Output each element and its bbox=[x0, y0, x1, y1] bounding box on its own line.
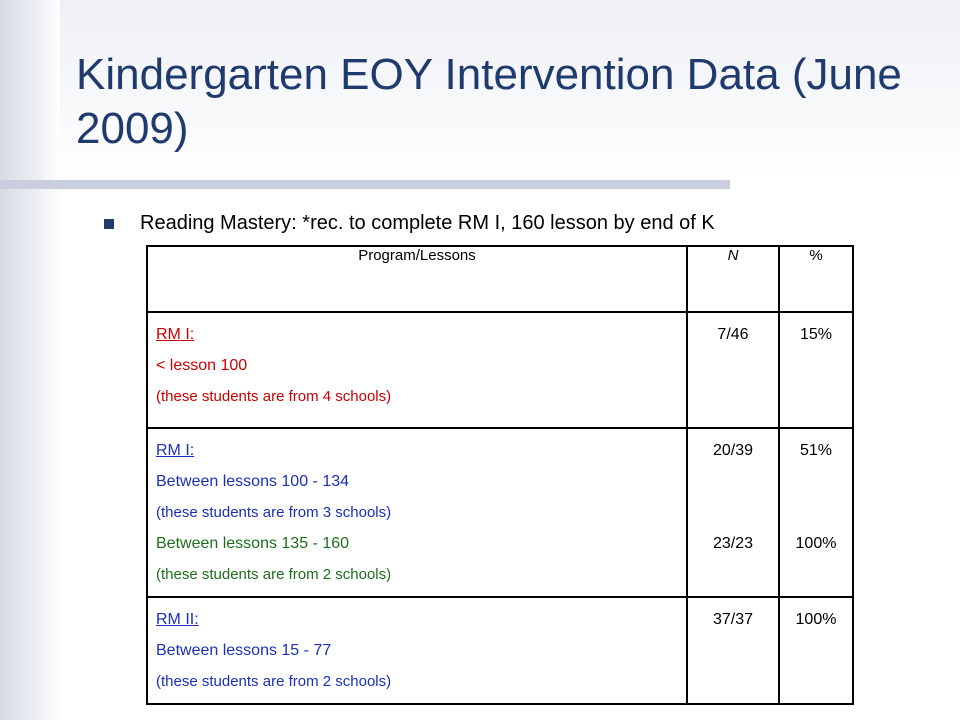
bullet-text: Reading Mastery: *rec. to complete RM I,… bbox=[140, 212, 715, 234]
program-name: RM I: bbox=[156, 442, 195, 459]
intervention-table: Program/Lessons N % RM I: < lesson 100 (… bbox=[146, 245, 854, 705]
n-value: 23/23 bbox=[712, 535, 754, 552]
school-note: (these students are from 3 schools) bbox=[156, 504, 392, 521]
program-cell: RM I: Between lessons 100 - 134 (these s… bbox=[146, 427, 688, 598]
title-background bbox=[0, 0, 960, 180]
n-value: 20/39 bbox=[712, 442, 754, 459]
percent-value: 15% bbox=[799, 326, 833, 343]
school-note: (these students are from 4 schools) bbox=[156, 388, 392, 405]
header-program: Program/Lessons bbox=[146, 245, 688, 313]
table-header-row: Program/Lessons N % bbox=[146, 245, 854, 313]
program-name: RM I: bbox=[156, 326, 195, 343]
percent-value: 100% bbox=[795, 611, 837, 628]
title-divider bbox=[0, 180, 730, 189]
percent-cell: 100% bbox=[778, 596, 854, 705]
lesson-range: < lesson 100 bbox=[156, 357, 248, 374]
slide-title: Kindergarten EOY Intervention Data (June… bbox=[76, 50, 902, 153]
percent-value: 51% bbox=[799, 442, 833, 459]
school-note: (these students are from 2 schools) bbox=[156, 673, 392, 690]
bullet-item: Reading Mastery: *rec. to complete RM I,… bbox=[104, 210, 944, 238]
program-name: RM II: bbox=[156, 611, 199, 628]
lesson-range: Between lessons 100 - 134 bbox=[156, 473, 350, 490]
lesson-range: Between lessons 135 - 160 bbox=[156, 535, 350, 552]
table-row: RM II: Between lessons 15 - 77 (these st… bbox=[146, 596, 854, 705]
percent-cell: 51% 100% bbox=[778, 427, 854, 598]
left-decorative-band bbox=[0, 0, 60, 720]
n-cell: 20/39 23/23 bbox=[686, 427, 780, 598]
lesson-range: Between lessons 15 - 77 bbox=[156, 642, 332, 659]
square-bullet-icon bbox=[104, 219, 114, 229]
table-row: RM I: Between lessons 100 - 134 (these s… bbox=[146, 427, 854, 598]
table-row: RM I: < lesson 100 (these students are f… bbox=[146, 311, 854, 429]
n-cell: 7/46 bbox=[686, 311, 780, 429]
percent-cell: 15% bbox=[778, 311, 854, 429]
header-n: N bbox=[686, 245, 780, 313]
percent-value: 100% bbox=[795, 535, 837, 552]
n-cell: 37/37 bbox=[686, 596, 780, 705]
school-note: (these students are from 2 schools) bbox=[156, 566, 392, 583]
header-percent: % bbox=[778, 245, 854, 313]
program-cell: RM II: Between lessons 15 - 77 (these st… bbox=[146, 596, 688, 705]
n-value: 7/46 bbox=[717, 326, 749, 343]
n-value: 37/37 bbox=[712, 611, 754, 628]
program-cell: RM I: < lesson 100 (these students are f… bbox=[146, 311, 688, 429]
